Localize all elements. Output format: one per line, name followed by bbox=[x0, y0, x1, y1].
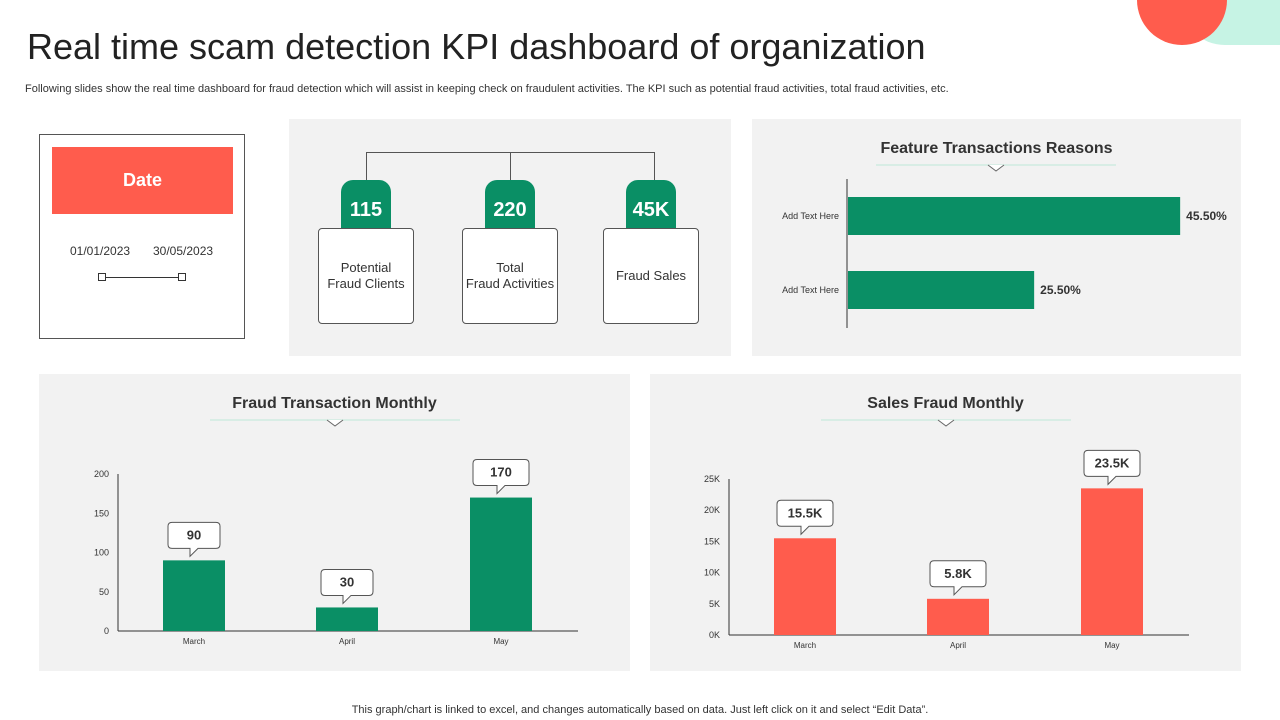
data-label: 170 bbox=[490, 465, 512, 480]
page-title: Real time scam detection KPI dashboard o… bbox=[27, 26, 926, 67]
data-callout bbox=[776, 499, 834, 536]
bar bbox=[1081, 488, 1143, 635]
y-tick-label: 100 bbox=[94, 548, 109, 558]
bar bbox=[848, 271, 1035, 309]
kpi-connector bbox=[654, 152, 655, 182]
bar bbox=[163, 560, 225, 631]
y-tick-label: 0K bbox=[709, 630, 720, 640]
kpi-connector bbox=[366, 152, 367, 182]
y-tick-label: 200 bbox=[94, 469, 109, 479]
fraud-transaction-monthly-chart: 0 50 100 150 200 March 90 April 30 May 170 bbox=[94, 419, 578, 646]
bar bbox=[774, 538, 836, 635]
data-label: 25.50% bbox=[1040, 283, 1081, 297]
kpi-fraud-sales-value: 45K bbox=[626, 180, 676, 232]
x-tick-label: April bbox=[339, 637, 355, 646]
y-tick-label: 5K bbox=[709, 599, 720, 609]
feature-reasons-panel bbox=[752, 119, 1241, 356]
title-pointer bbox=[987, 164, 1005, 172]
data-callout bbox=[320, 568, 374, 605]
date-end-handle[interactable] bbox=[178, 273, 186, 281]
title-pointer bbox=[937, 419, 955, 427]
y-tick-label: 15K bbox=[704, 536, 720, 546]
bar bbox=[470, 497, 532, 631]
y-tick-label: 0 bbox=[104, 626, 109, 636]
kpi-total-fraud-activities-value: 220 bbox=[485, 180, 535, 232]
category-label: Add Text Here bbox=[782, 211, 839, 221]
data-label: 45.50% bbox=[1186, 209, 1227, 223]
x-tick-label: March bbox=[183, 637, 205, 646]
feature-reasons-title: Feature Transactions Reasons bbox=[880, 140, 1113, 157]
y-tick-label: 10K bbox=[704, 568, 720, 578]
y-tick-label: 25K bbox=[704, 474, 720, 484]
x-tick-label: April bbox=[950, 641, 966, 650]
page-subtitle: Following slides show the real time dash… bbox=[25, 83, 949, 95]
title-pointer bbox=[326, 419, 344, 427]
date-start: 01/01/2023 bbox=[70, 244, 131, 258]
feature-reasons-chart: 45.50% Add Text Here 25.50% Add Text Here bbox=[782, 164, 1227, 328]
bar bbox=[316, 607, 378, 631]
x-tick-label: May bbox=[1104, 641, 1119, 650]
data-label: 5.8K bbox=[944, 566, 972, 581]
x-tick-label: March bbox=[794, 641, 816, 650]
category-label: Add Text Here bbox=[782, 285, 839, 295]
data-label: 23.5K bbox=[1095, 455, 1130, 470]
bar bbox=[927, 598, 989, 635]
date-range-track bbox=[102, 277, 182, 278]
sales-fraud-monthly-chart: 0K 5K 10K 15K 20K 25K March 15.5K April 5.8K May 23… bbox=[704, 419, 1189, 650]
date-end: 30/05/2023 bbox=[153, 244, 214, 258]
y-tick-label: 50 bbox=[99, 587, 109, 597]
x-tick-label: May bbox=[493, 637, 508, 646]
data-callout bbox=[1083, 449, 1141, 486]
kpi-potential-fraud-clients-label: Potential Fraud Clients bbox=[318, 228, 414, 324]
kpi-connector bbox=[510, 152, 511, 182]
y-tick-label: 20K bbox=[704, 505, 720, 515]
kpi-fraud-sales-label: Fraud Sales bbox=[603, 228, 699, 324]
date-filter-header: Date bbox=[52, 147, 233, 214]
date-start-handle[interactable] bbox=[98, 273, 106, 281]
data-callout bbox=[167, 521, 221, 558]
data-callout bbox=[929, 560, 987, 597]
kpi-potential-fraud-clients-value: 115 bbox=[341, 180, 391, 232]
date-filter: Date 01/01/2023 30/05/2023 bbox=[39, 134, 245, 339]
bar bbox=[848, 197, 1181, 235]
footer-note: This graph/chart is linked to excel, and… bbox=[351, 704, 929, 716]
fraud-transaction-monthly-title: Fraud Transaction Monthly bbox=[232, 395, 437, 412]
kpi-total-fraud-activities-label: Total Fraud Activities bbox=[462, 228, 558, 324]
data-callout bbox=[472, 459, 530, 495]
y-tick-label: 150 bbox=[94, 508, 109, 518]
data-label: 90 bbox=[187, 527, 201, 542]
sales-fraud-monthly-title: Sales Fraud Monthly bbox=[867, 395, 1024, 412]
data-label: 15.5K bbox=[788, 505, 823, 520]
date-range-slider[interactable] bbox=[98, 272, 186, 284]
data-label: 30 bbox=[340, 574, 354, 589]
